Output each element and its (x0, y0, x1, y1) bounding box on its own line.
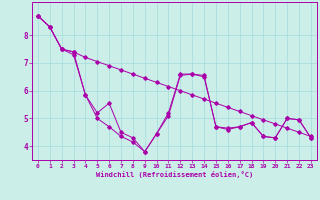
X-axis label: Windchill (Refroidissement éolien,°C): Windchill (Refroidissement éolien,°C) (96, 171, 253, 178)
